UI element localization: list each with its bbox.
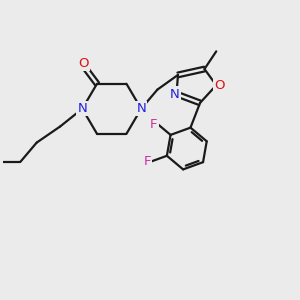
Text: N: N xyxy=(77,102,87,115)
Text: O: O xyxy=(79,57,89,70)
Text: O: O xyxy=(214,79,224,92)
Text: F: F xyxy=(150,118,158,131)
Text: F: F xyxy=(143,155,151,168)
Text: N: N xyxy=(170,88,180,100)
Text: N: N xyxy=(136,102,146,115)
